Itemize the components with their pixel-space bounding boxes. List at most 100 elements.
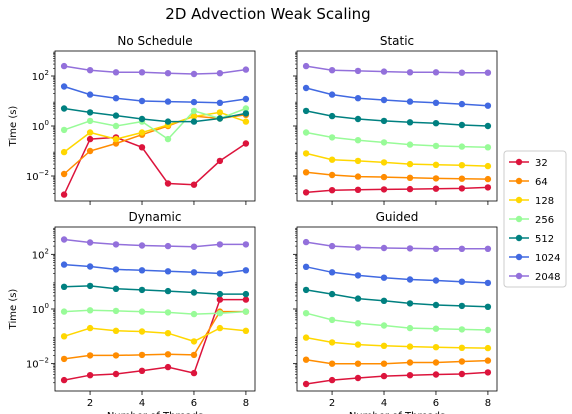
data-point-256 [432,325,440,332]
legend-marker [515,215,523,223]
data-point-64 [458,175,466,182]
data-point-2048 [216,241,224,248]
data-point-2048 [328,67,336,74]
data-point-32 [302,380,310,388]
data-point-64 [328,171,336,179]
data-point-128 [242,118,250,125]
data-point-2048 [406,69,414,76]
data-point-256 [458,143,466,150]
data-point-1024 [164,98,172,105]
data-point-64 [484,175,492,183]
legend-label: 32 [535,158,548,169]
series-line-256 [64,309,246,315]
data-point-1024 [380,274,388,281]
data-point-256 [302,310,310,317]
data-point-256 [302,129,310,136]
data-point-512 [302,107,310,115]
data-point-256 [60,308,68,315]
data-point-256 [354,137,362,144]
data-point-512 [216,115,224,122]
data-point-512 [86,282,94,290]
data-point-512 [406,300,414,307]
series-line-128 [305,152,488,167]
data-point-128 [164,330,172,337]
data-point-1024 [216,270,224,277]
data-point-32 [112,370,120,378]
data-point-512 [138,115,146,123]
y-tick-label: 102 [32,69,49,83]
data-point-1024 [242,267,250,274]
series-line-256 [63,107,247,141]
legend-marker [515,272,523,280]
data-point-32 [380,372,388,380]
data-point-128 [216,109,224,116]
data-point-128 [458,344,466,351]
data-point-2048 [432,69,440,76]
data-point-128 [380,159,388,166]
series-line-512 [64,285,246,295]
series-line-2048 [64,238,246,248]
data-point-1024 [458,100,466,108]
y-axis-label: Time (s) [8,289,19,331]
data-point-32 [242,296,250,303]
x-tick-label: 2 [329,398,335,409]
data-point-2048 [60,236,68,243]
data-point-128 [86,324,94,332]
data-point-512 [60,105,68,112]
data-point-2048 [86,239,94,246]
data-point-32 [380,186,388,193]
data-point-1024 [242,95,250,103]
data-point-64 [328,360,336,367]
series-line-512 [63,107,247,123]
data-point-256 [328,134,336,141]
data-point-1024 [112,266,120,273]
data-point-512 [354,115,362,123]
data-point-32 [138,144,146,151]
data-point-64 [190,351,198,359]
data-point-128 [432,161,440,168]
data-point-128 [302,150,310,157]
legend-marker [515,158,523,166]
data-point-256 [328,316,336,324]
data-point-1024 [60,261,68,268]
data-point-256 [164,309,172,316]
data-point-64 [60,355,68,363]
data-point-32 [432,185,440,192]
data-point-64 [112,352,120,359]
series-line-2048 [305,241,488,250]
series-line-32 [306,186,488,194]
data-point-32 [60,191,68,198]
data-point-256 [354,320,362,327]
data-point-128 [60,333,68,340]
y-tick-label: 100 [32,302,49,316]
panel-title: No Schedule [117,34,192,48]
data-point-2048 [380,244,388,252]
data-point-64 [354,360,362,367]
data-point-512 [242,110,250,117]
x-tick-label: 8 [243,398,249,409]
data-point-2048 [60,62,68,70]
series-line-32 [63,298,246,381]
series-line-32 [63,136,247,195]
data-point-2048 [242,66,250,73]
data-point-512 [458,121,466,129]
data-point-256 [190,310,198,318]
data-point-64 [432,175,440,182]
legend-label: 2048 [535,272,560,283]
data-point-128 [484,344,492,352]
data-point-256 [86,117,94,125]
panel-frame [296,226,498,392]
data-point-32 [302,189,310,196]
series-line-128 [63,111,247,153]
data-point-32 [458,370,466,378]
data-point-64 [432,359,440,366]
x-axis-label: Number of Threads [107,411,203,414]
panel-1: Static [293,34,498,205]
data-point-512 [406,119,414,126]
x-axis-label: Number of Threads [349,411,445,414]
data-point-256 [60,126,68,134]
data-point-2048 [380,68,388,75]
data-point-32 [164,363,172,371]
data-point-2048 [112,69,120,76]
data-point-2048 [484,245,492,252]
